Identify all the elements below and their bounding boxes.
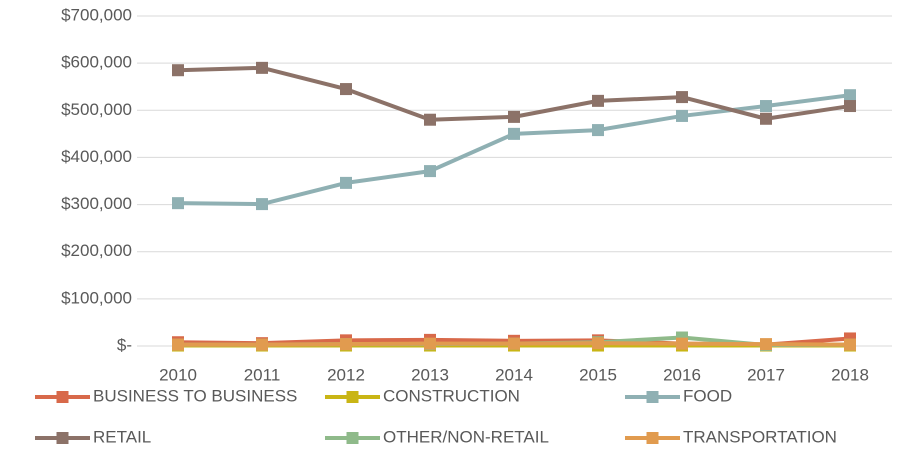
legend-marker xyxy=(346,391,359,403)
x-tick-label: 2013 xyxy=(411,365,449,384)
series-marker xyxy=(844,100,856,113)
series-marker xyxy=(676,109,688,122)
series-marker xyxy=(508,337,520,350)
series-marker xyxy=(424,113,436,126)
x-tick-label: 2015 xyxy=(579,365,617,384)
series-marker xyxy=(592,124,604,137)
x-tick-label: 2017 xyxy=(747,365,785,384)
legend-marker xyxy=(646,391,659,403)
legend-marker xyxy=(346,432,359,444)
x-tick-label: 2010 xyxy=(159,365,197,384)
legend-label: BUSINESS TO BUSINESS xyxy=(93,386,297,405)
x-tick-label: 2016 xyxy=(663,365,701,384)
legend-label: OTHER/NON-RETAIL xyxy=(383,427,549,446)
y-tick-label: $- xyxy=(117,335,132,354)
series-marker xyxy=(424,337,436,350)
x-tick-label: 2012 xyxy=(327,365,365,384)
x-tick-label: 2018 xyxy=(831,365,869,384)
series-marker xyxy=(172,64,184,77)
y-tick-label: $500,000 xyxy=(61,100,132,119)
series-marker xyxy=(676,91,688,104)
x-tick-label: 2014 xyxy=(495,365,533,384)
series-marker xyxy=(508,110,520,123)
y-tick-label: $700,000 xyxy=(61,5,132,24)
series-marker xyxy=(256,338,268,351)
series-marker xyxy=(340,338,352,351)
series-marker xyxy=(340,83,352,96)
series-marker xyxy=(424,165,436,178)
series-marker xyxy=(256,61,268,74)
series-marker xyxy=(676,337,688,350)
series-marker xyxy=(844,89,856,102)
series-marker xyxy=(256,198,268,211)
y-tick-label: $300,000 xyxy=(61,194,132,213)
legend-label: RETAIL xyxy=(93,427,151,446)
legend-marker xyxy=(56,391,69,403)
legend-label: FOOD xyxy=(683,386,732,405)
series-marker xyxy=(340,176,352,189)
series-marker xyxy=(760,100,772,113)
series-marker xyxy=(760,112,772,125)
y-tick-label: $400,000 xyxy=(61,147,132,166)
series-marker xyxy=(172,338,184,351)
series-marker xyxy=(592,94,604,107)
series-marker xyxy=(508,127,520,140)
series-marker xyxy=(592,337,604,350)
y-tick-label: $600,000 xyxy=(61,53,132,72)
legend-marker xyxy=(646,432,659,444)
y-tick-label: $100,000 xyxy=(61,288,132,307)
series-marker xyxy=(760,338,772,351)
y-tick-label: $200,000 xyxy=(61,241,132,260)
x-tick-label: 2011 xyxy=(244,365,281,384)
series-marker xyxy=(172,197,184,210)
series-marker xyxy=(844,338,856,351)
legend-label: TRANSPORTATION xyxy=(683,427,837,446)
legend-marker xyxy=(56,432,69,444)
legend-label: CONSTRUCTION xyxy=(383,386,520,405)
